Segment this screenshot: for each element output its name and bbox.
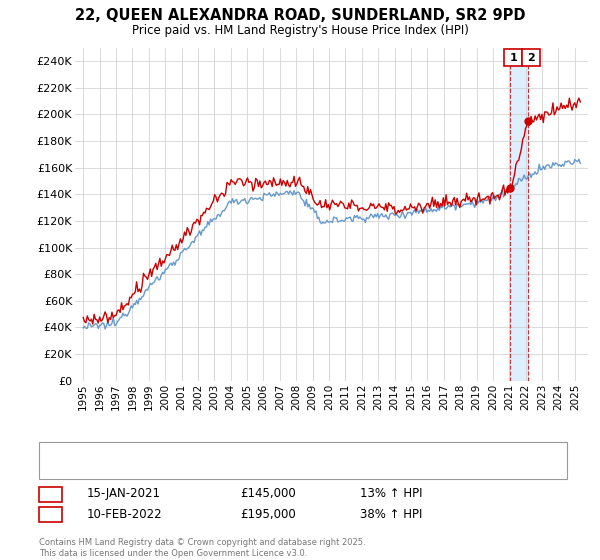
Text: £145,000: £145,000 [240,487,296,501]
Text: 2: 2 [527,53,535,63]
Text: 2: 2 [46,507,55,521]
Text: 1: 1 [46,487,55,501]
Text: 15-JAN-2021: 15-JAN-2021 [87,487,161,501]
Text: 22, QUEEN ALEXANDRA ROAD, SUNDERLAND, SR2 9PD: 22, QUEEN ALEXANDRA ROAD, SUNDERLAND, SR… [75,8,525,24]
Text: Price paid vs. HM Land Registry's House Price Index (HPI): Price paid vs. HM Land Registry's House … [131,24,469,36]
Text: HPI: Average price, semi-detached house, Sunderland: HPI: Average price, semi-detached house,… [72,459,341,469]
FancyBboxPatch shape [504,49,522,66]
Text: 38% ↑ HPI: 38% ↑ HPI [360,507,422,521]
Text: 13% ↑ HPI: 13% ↑ HPI [360,487,422,501]
Text: 22, QUEEN ALEXANDRA ROAD, SUNDERLAND, SR2 9PD (semi-detached house): 22, QUEEN ALEXANDRA ROAD, SUNDERLAND, SR… [72,447,466,458]
Text: 1: 1 [509,53,517,63]
Text: £195,000: £195,000 [240,507,296,521]
Text: Contains HM Land Registry data © Crown copyright and database right 2025.
This d: Contains HM Land Registry data © Crown c… [39,538,365,558]
Bar [510,48,527,381]
Text: 10-FEB-2022: 10-FEB-2022 [87,507,163,521]
FancyBboxPatch shape [522,49,540,66]
